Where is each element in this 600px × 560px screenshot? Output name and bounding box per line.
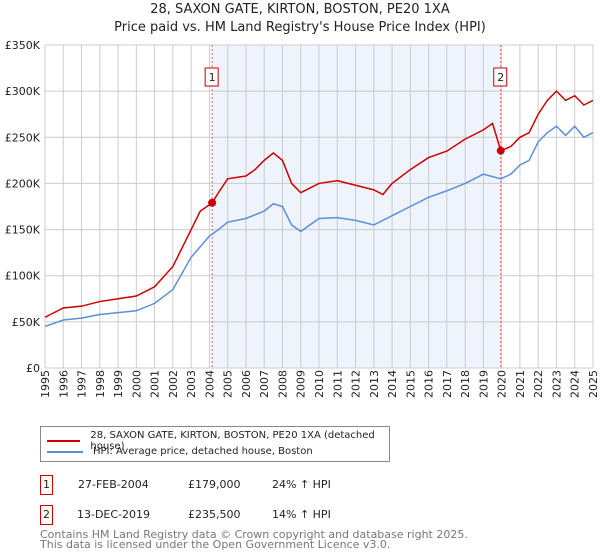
x-tick-label: 2001	[149, 370, 162, 398]
legend: 28, SAXON GATE, KIRTON, BOSTON, PE20 1XA…	[40, 426, 390, 462]
x-tick-label: 1997	[76, 370, 89, 398]
footer-line: This data is licensed under the Open Gov…	[40, 538, 391, 551]
x-tick-label: 1995	[39, 370, 52, 398]
legend-hpi: HPI: Average price, detached house, Bost…	[93, 446, 313, 457]
x-tick-label: 2014	[386, 370, 399, 398]
y-tick-label: £50K	[12, 316, 41, 329]
sale-label: 1	[209, 71, 216, 84]
x-tick-label: 1999	[112, 370, 125, 398]
x-tick-label: 2015	[404, 370, 417, 398]
x-tick-label: 2017	[441, 370, 454, 398]
sale-date: 27-FEB-2004	[78, 478, 149, 491]
sale-point	[496, 146, 505, 155]
footer-line: Contains HM Land Registry data © Crown c…	[40, 528, 468, 541]
x-tick-label: 2009	[295, 370, 308, 398]
sale-point	[208, 198, 217, 207]
sale-row: 1 27-FEB-2004 £179,000 24% ↑ HPI	[40, 475, 540, 495]
x-tick-label: 1998	[94, 370, 107, 398]
y-tick-label: £300K	[5, 85, 41, 98]
y-tick-label: £200K	[5, 177, 41, 190]
x-tick-label: 2005	[222, 370, 235, 398]
sale-price: £235,500	[188, 508, 241, 521]
legend-property: 28, SAXON GATE, KIRTON, BOSTON, PE20 1XA…	[90, 430, 375, 452]
y-tick-label: £250K	[5, 131, 41, 144]
x-tick-label: 2022	[532, 370, 545, 398]
x-tick-label: 2016	[423, 370, 436, 398]
footer: Contains HM Land Registry data © Crown c…	[40, 528, 468, 551]
x-tick-label: 2020	[496, 370, 509, 398]
x-tick-label: 2018	[459, 370, 472, 398]
x-tick-label: 2023	[550, 370, 563, 398]
x-tick-label: 1996	[57, 370, 70, 398]
y-tick-label: £150K	[5, 224, 41, 237]
x-tick-label: 2025	[587, 370, 600, 398]
sale-hpi: 14% ↑ HPI	[272, 508, 331, 521]
x-tick-label: 2012	[350, 370, 363, 398]
x-tick-label: 2003	[185, 370, 198, 398]
sale-label-box	[493, 67, 508, 87]
chart-title: 28, SAXON GATE, KIRTON, BOSTON, PE20 1XA	[150, 2, 450, 17]
sale-date: 13-DEC-2019	[77, 508, 151, 521]
price-chart: 1995 1996 1997 1998 1999 2000 2001 2002 2003 2004…	[5, 39, 600, 398]
x-tick-label: 2007	[258, 370, 271, 398]
sale-row: 2 13-DEC-2019 £235,500 14% ↑ HPI	[40, 505, 540, 525]
y-tick-label: £0	[26, 362, 40, 375]
x-tick-label: 2004	[203, 370, 216, 398]
sale-marker: 1	[40, 475, 53, 495]
sale-marker: 2	[40, 505, 53, 525]
y-tick-label: £350K	[5, 39, 41, 52]
x-tick-label: 2024	[569, 370, 582, 398]
x-tick-label: 2013	[368, 370, 381, 398]
sale-label: 2	[497, 71, 504, 84]
x-tick-label: 2021	[514, 370, 527, 398]
legend-blue-line	[47, 450, 83, 453]
shaded-region	[212, 45, 501, 368]
x-tick-label: 2002	[167, 370, 180, 398]
chart-subtitle: Price paid vs. HM Land Registry's House …	[114, 20, 486, 35]
x-tick-label: 2006	[240, 370, 253, 398]
legend-red-line	[47, 440, 81, 442]
x-tick-label: 2000	[130, 370, 143, 398]
sale-label-box	[204, 67, 219, 87]
x-tick-label: 2008	[276, 370, 289, 398]
sale-hpi: 24% ↑ HPI	[272, 478, 331, 491]
y-tick-label: £100K	[5, 270, 41, 283]
series-line	[44, 90, 594, 318]
x-tick-label: 2011	[331, 370, 344, 398]
x-tick-label: 2010	[313, 370, 326, 398]
series-line	[44, 125, 594, 328]
x-tick-label: 2019	[477, 370, 490, 398]
sale-price: £179,000	[188, 478, 241, 491]
